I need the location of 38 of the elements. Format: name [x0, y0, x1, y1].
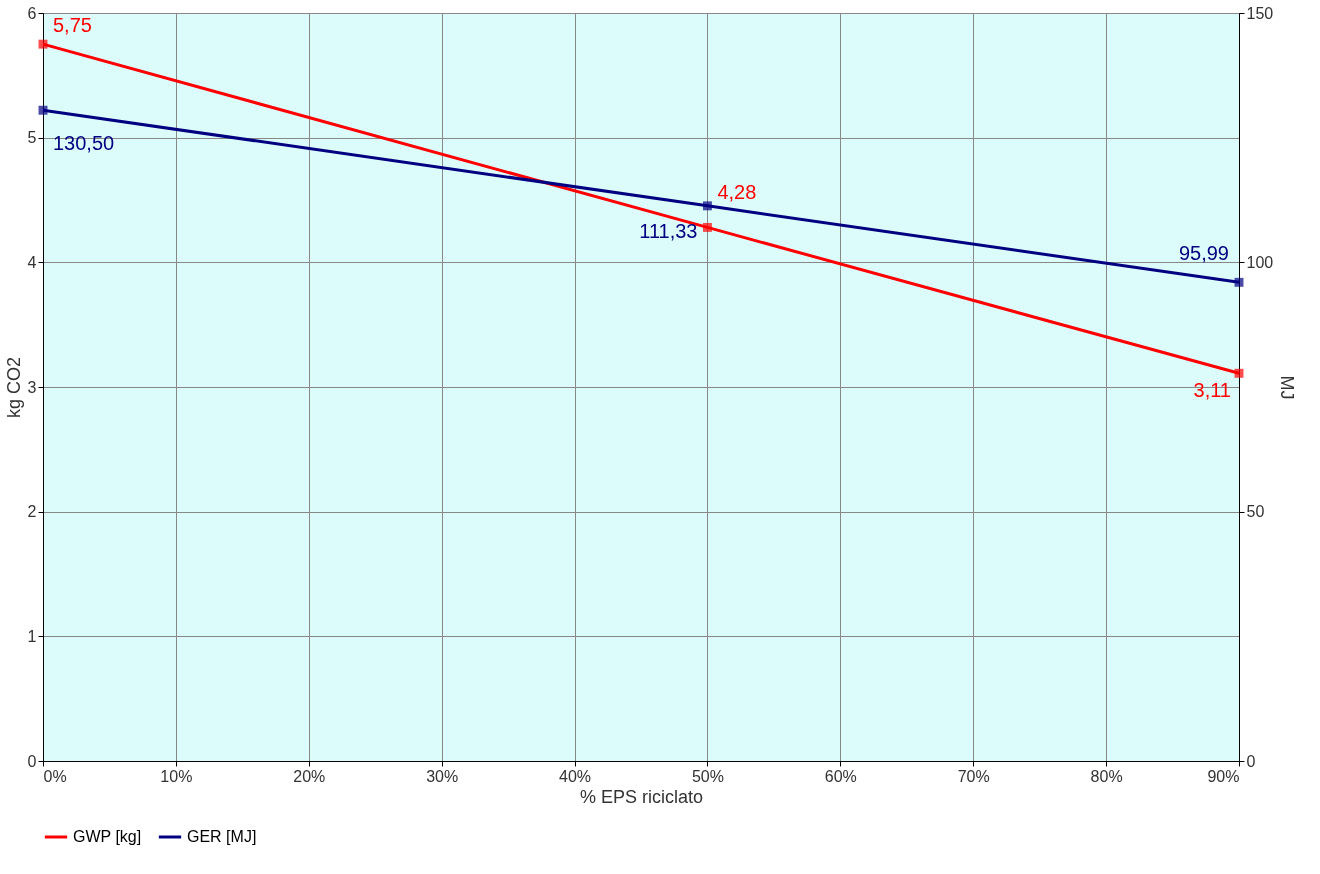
x-tick-label: 80% — [1090, 767, 1123, 785]
point — [38, 105, 48, 115]
y-axis-title: kg CO2 — [3, 356, 24, 419]
point — [702, 201, 712, 211]
x-tick-label: 60% — [824, 767, 857, 785]
y2-tick-label: 50 — [1246, 503, 1265, 521]
y-tick-label: 5 — [27, 129, 37, 147]
x-tick-label: 90% — [1207, 767, 1240, 785]
y-tick-label: 4 — [27, 253, 37, 271]
y2-axis-title: MJ — [1277, 375, 1298, 400]
y2-tick-label: 100 — [1246, 253, 1274, 271]
x-tick-label: 30% — [426, 767, 459, 785]
y-tick-label: 0 — [27, 752, 37, 770]
legend-label: GER [MJ] — [187, 828, 257, 845]
point — [702, 222, 712, 232]
x-tick-label: 20% — [293, 767, 326, 785]
data-label: 95,99 — [1178, 242, 1229, 265]
point — [38, 39, 48, 49]
y-tick-label: 2 — [27, 503, 37, 521]
x-tick-label: 0% — [43, 767, 67, 785]
y-tick-label: 3 — [27, 378, 37, 396]
x-tick-label: 50% — [691, 767, 724, 785]
y2-tick-label: 0 — [1246, 752, 1256, 770]
data-label: 5,75 — [53, 14, 92, 37]
point — [1234, 277, 1244, 287]
x-tick-label: 70% — [957, 767, 990, 785]
x-tick-label: 40% — [559, 767, 592, 785]
y-tick-label: 6 — [27, 4, 37, 22]
data-label: 130,50 — [53, 132, 115, 155]
data-label: 3,11 — [1193, 379, 1231, 402]
legend-label: GWP [kg] — [73, 828, 142, 845]
point — [1234, 368, 1244, 378]
x-axis-title: % EPS riciclato — [579, 786, 704, 807]
y2-tick-label: 150 — [1246, 4, 1274, 22]
data-label: 4,28 — [717, 181, 757, 204]
y-tick-label: 1 — [27, 627, 37, 645]
x-tick-label: 10% — [160, 767, 193, 785]
data-label: 111,33 — [639, 219, 698, 242]
